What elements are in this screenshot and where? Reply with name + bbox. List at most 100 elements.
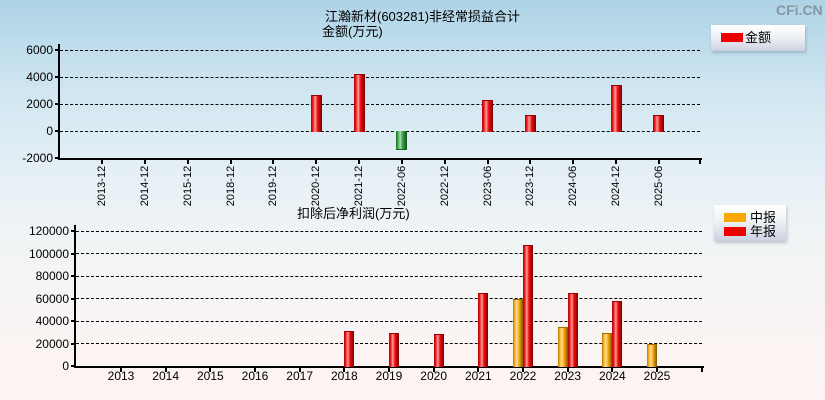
x-tick: [572, 160, 575, 164]
axis-end-tick: [699, 160, 701, 164]
gridline: [60, 103, 700, 105]
x-tick: [443, 160, 446, 164]
x-tick: [388, 368, 390, 372]
legend-label-中报: 中报: [750, 210, 777, 225]
y-tick: [71, 365, 76, 367]
x-tick-label: 2021: [464, 369, 492, 383]
x-tick-label: 2023: [554, 369, 581, 383]
top-chart-subtitle: 金额(万元): [322, 24, 383, 39]
x-tick: [143, 160, 146, 164]
y-tick: [71, 320, 76, 322]
y-tick-label: 20000: [35, 336, 69, 351]
bar-中报-2022: [513, 298, 523, 367]
bar-中报-2023: [557, 326, 568, 367]
x-tick: [272, 160, 275, 164]
bar-金额-2022-06: [396, 131, 408, 151]
x-tick: [477, 368, 480, 372]
x-tick: [315, 160, 318, 164]
bar-年报-2018: [344, 331, 355, 367]
y-tick: [71, 230, 76, 232]
bar-金额-2021-12: [353, 74, 365, 132]
x-tick: [522, 368, 524, 372]
bar-金额-2024-12: [610, 85, 622, 132]
y-tick: [71, 275, 76, 277]
x-tick: [164, 368, 167, 372]
x-tick-label: 2016: [241, 369, 269, 383]
y-axis: [74, 225, 76, 368]
bar-年报-2020: [433, 334, 444, 367]
y-tick: [55, 76, 60, 78]
gridline: [76, 230, 702, 232]
y-tick-label: 80000: [35, 269, 69, 283]
bar-金额-2025-06: [653, 115, 665, 132]
x-tick-label: 2018: [330, 369, 358, 383]
y-tick-label: -2000: [22, 151, 53, 165]
x-tick: [120, 368, 122, 372]
x-tick-label: 2025: [643, 369, 671, 383]
bar-年报-2022: [523, 245, 533, 367]
y-tick: [55, 49, 60, 51]
x-tick: [229, 160, 232, 164]
x-tick: [611, 368, 614, 372]
y-tick-label: 0: [46, 124, 53, 138]
bar-金额-2020-12: [310, 94, 322, 132]
x-tick: [101, 160, 103, 164]
x-tick: [615, 160, 618, 164]
x-tick: [432, 368, 435, 372]
y-tick-label: 40000: [35, 314, 69, 328]
y-tick: [55, 157, 60, 159]
legend-label-年报: 年报: [750, 224, 777, 239]
x-tick: [343, 368, 346, 372]
x-tick-label: 2017: [286, 369, 313, 383]
x-tick-label: 2013: [107, 369, 135, 383]
x-tick: [486, 160, 489, 164]
y-tick-label: 60000: [35, 291, 69, 306]
y-tick-label: 2000: [26, 97, 53, 111]
y-tick: [71, 297, 76, 300]
x-tick: [186, 160, 189, 164]
gridline: [60, 49, 700, 51]
cfi-logo: CFi.CN: [776, 2, 823, 18]
legend-label-金额: 金额: [745, 30, 772, 45]
gridline: [60, 76, 700, 78]
y-tick-label: 6000: [26, 43, 53, 57]
x-tick: [566, 368, 569, 372]
y-axis: [58, 44, 60, 160]
legend-swatch-金额: [721, 33, 743, 42]
bar-年报-2021: [478, 292, 489, 367]
y-tick-label: 100000: [28, 246, 69, 261]
x-tick: [529, 160, 532, 164]
bar-年报-2023: [567, 293, 578, 367]
x-tick: [656, 368, 658, 372]
y-tick: [55, 103, 60, 105]
legend-swatch-年报: [724, 227, 746, 236]
gridline: [76, 275, 702, 277]
x-tick: [400, 160, 403, 164]
legend-bottom-chart: 中报 年报: [714, 205, 786, 241]
gridline: [76, 253, 702, 254]
y-tick-label: 120000: [28, 224, 69, 238]
x-tick-label: 2015: [196, 369, 224, 383]
bar-年报-2019: [389, 333, 399, 367]
x-axis: [58, 158, 702, 160]
bottom-chart-title: 扣除后净利润(万元): [297, 206, 410, 221]
bar-中报-2025: [647, 343, 657, 367]
x-tick-label: 2022: [509, 369, 537, 383]
x-tick-label: 2020: [420, 369, 447, 383]
bar-中报-2024: [602, 333, 613, 367]
x-tick: [254, 368, 256, 372]
x-tick-label: 2014: [152, 369, 179, 383]
gridline: [76, 320, 702, 322]
x-tick: [657, 160, 660, 164]
x-tick-label: 2019: [375, 369, 403, 383]
y-tick: [55, 130, 60, 132]
y-tick-label: 4000: [26, 70, 53, 84]
y-tick: [71, 342, 76, 345]
y-tick: [71, 252, 76, 255]
legend-top-chart: 金额: [711, 25, 805, 51]
bar-金额-2023-12: [524, 115, 536, 132]
axis-end-tick: [701, 368, 703, 372]
